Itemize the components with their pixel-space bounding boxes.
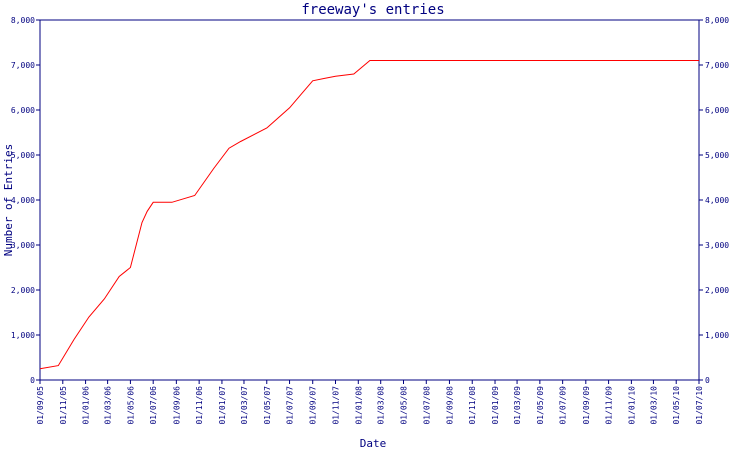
- x-tick-label: 01/07/07: [286, 386, 295, 425]
- y-tick-label-right: 8,000: [705, 16, 729, 25]
- x-tick-label: 01/11/05: [59, 386, 68, 425]
- x-tick-label: 01/11/09: [605, 386, 614, 425]
- x-tick-label: 01/07/10: [695, 386, 704, 425]
- x-axis-label: Date: [360, 437, 387, 450]
- x-tick-label: 01/07/09: [559, 386, 568, 425]
- y-tick-label-right: 0: [705, 376, 710, 385]
- x-tick-label: 01/05/07: [263, 386, 272, 425]
- series-line: [39, 60, 699, 370]
- x-axis: 01/09/05 01/11/05 01/01/06 01/03/06 01/05/06…: [36, 380, 704, 425]
- y-tick-label-left: 1,000: [11, 331, 35, 340]
- x-tick-label: 01/09/09: [582, 386, 591, 425]
- x-tick-label: 01/07/06: [149, 386, 158, 425]
- y-tick-label-left: 7,000: [11, 61, 35, 70]
- chart-title: freeway's entries: [301, 2, 444, 18]
- y-tick-label-right: 1,000: [705, 331, 729, 340]
- x-tick-label: 01/05/08: [399, 386, 408, 425]
- y-tick-label-left: 8,000: [11, 16, 35, 25]
- x-tick-label: 01/07/08: [422, 386, 431, 425]
- y-axis-right: 0 1,000 2,000 3,000 4,000 5,000 6,000 7,000 8,00…: [699, 16, 729, 385]
- y-tick-label-right: 5,000: [705, 151, 729, 160]
- x-tick-label: 01/03/10: [649, 386, 658, 425]
- x-tick-label: 01/11/07: [332, 386, 341, 425]
- plot-area: [39, 19, 700, 381]
- x-tick-label: 01/03/08: [377, 386, 386, 425]
- x-tick-label: 01/01/10: [627, 386, 636, 425]
- y-axis-label: Number of Entries: [2, 144, 15, 257]
- y-tick-label-left: 3,000: [11, 241, 35, 250]
- y-axis-left: 0 1,000 2,000 3,000 4,000 5,000 6,000 7,000 8,00…: [11, 16, 40, 385]
- y-tick-label-left: 4,000: [11, 196, 35, 205]
- x-tick-label: 01/05/09: [536, 386, 545, 425]
- y-tick-label-right: 6,000: [705, 106, 729, 115]
- y-tick-label-left: 6,000: [11, 106, 35, 115]
- y-tick-label-right: 7,000: [705, 61, 729, 70]
- x-tick-label: 01/03/09: [513, 386, 522, 425]
- x-tick-label: 01/03/07: [240, 386, 249, 425]
- x-tick-label: 01/03/06: [104, 386, 113, 425]
- y-tick-label-right: 4,000: [705, 196, 729, 205]
- x-tick-label: 01/09/05: [36, 386, 45, 425]
- y-tick-label-right: 2,000: [705, 286, 729, 295]
- x-tick-label: 01/09/07: [309, 386, 318, 425]
- x-tick-label: 01/09/08: [445, 386, 454, 425]
- x-tick-label: 01/09/06: [172, 386, 181, 425]
- x-tick-label: 01/01/07: [218, 386, 227, 425]
- y-tick-label-left: 0: [30, 376, 35, 385]
- x-tick-label: 01/01/09: [491, 386, 500, 425]
- x-tick-label: 01/01/06: [82, 386, 91, 425]
- x-tick-label: 01/01/08: [354, 386, 363, 425]
- series-layer: [39, 60, 699, 370]
- x-tick-label: 01/05/10: [672, 386, 681, 425]
- x-tick-label: 01/11/08: [468, 386, 477, 425]
- x-tick-label: 01/11/06: [195, 386, 204, 425]
- y-tick-label-left: 5,000: [11, 151, 35, 160]
- x-tick-label: 01/05/06: [126, 386, 135, 425]
- y-tick-label-left: 2,000: [11, 286, 35, 295]
- y-tick-label-right: 3,000: [705, 241, 729, 250]
